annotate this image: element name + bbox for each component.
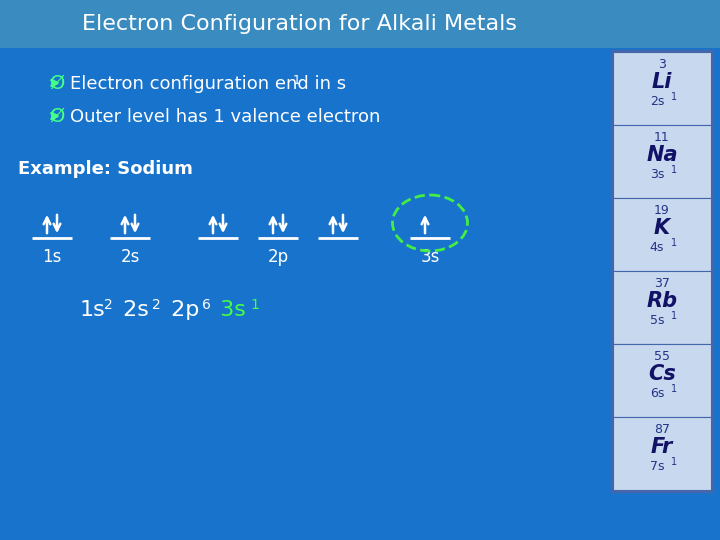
Text: Fr: Fr	[651, 437, 673, 457]
Text: 6: 6	[202, 298, 211, 312]
Bar	[613, 417, 711, 490]
Text: 19: 19	[654, 204, 670, 217]
Text: Example: Sodium: Example: Sodium	[18, 160, 193, 178]
Text: 2p: 2p	[164, 300, 199, 320]
Text: 2: 2	[152, 298, 161, 312]
Text: 55: 55	[654, 350, 670, 363]
Bar	[0, 0, 720, 48]
Text: Ø: Ø	[50, 73, 66, 92]
Text: 1: 1	[671, 311, 677, 321]
Bar	[613, 198, 711, 271]
Text: 1s: 1s	[80, 300, 106, 320]
Text: 3: 3	[658, 58, 666, 71]
Bar	[613, 344, 711, 417]
Text: Cs: Cs	[648, 364, 676, 384]
Text: Outer level has 1 valence electron: Outer level has 1 valence electron	[70, 108, 380, 126]
Text: 4s: 4s	[650, 241, 664, 254]
Text: K: K	[654, 218, 670, 238]
Bar	[611, 50, 713, 492]
Text: 11: 11	[654, 131, 670, 144]
Text: 37: 37	[654, 277, 670, 290]
Text: 2s: 2s	[120, 248, 140, 266]
Text: 3s: 3s	[650, 168, 664, 181]
Text: 1: 1	[671, 457, 677, 467]
Bar	[613, 125, 711, 198]
Text: 5s: 5s	[649, 314, 665, 327]
Bar	[613, 271, 711, 344]
Text: 1: 1	[293, 74, 301, 87]
Text: 3s: 3s	[213, 300, 246, 320]
Text: 1: 1	[671, 384, 677, 394]
Text: 87: 87	[654, 423, 670, 436]
Text: 1: 1	[671, 165, 677, 175]
Text: 1: 1	[250, 298, 259, 312]
Bar	[613, 52, 711, 125]
Text: Ø: Ø	[50, 106, 66, 125]
Text: Electron Configuration for Alkali Metals: Electron Configuration for Alkali Metals	[83, 14, 518, 34]
Text: 6s: 6s	[650, 387, 664, 400]
Text: 2p: 2p	[267, 248, 289, 266]
Text: Li: Li	[652, 72, 672, 92]
Text: 1s: 1s	[42, 248, 62, 266]
Text: 2s: 2s	[116, 300, 149, 320]
Text: Rb: Rb	[647, 291, 678, 311]
Text: 1: 1	[671, 238, 677, 248]
Text: 2: 2	[104, 298, 113, 312]
Text: 1: 1	[671, 92, 677, 102]
Text: Electron configuration end in s: Electron configuration end in s	[70, 75, 346, 93]
Text: 3s: 3s	[420, 248, 440, 266]
Text: 2s: 2s	[650, 95, 664, 108]
Text: 7s: 7s	[649, 460, 665, 473]
Text: Na: Na	[646, 145, 678, 165]
